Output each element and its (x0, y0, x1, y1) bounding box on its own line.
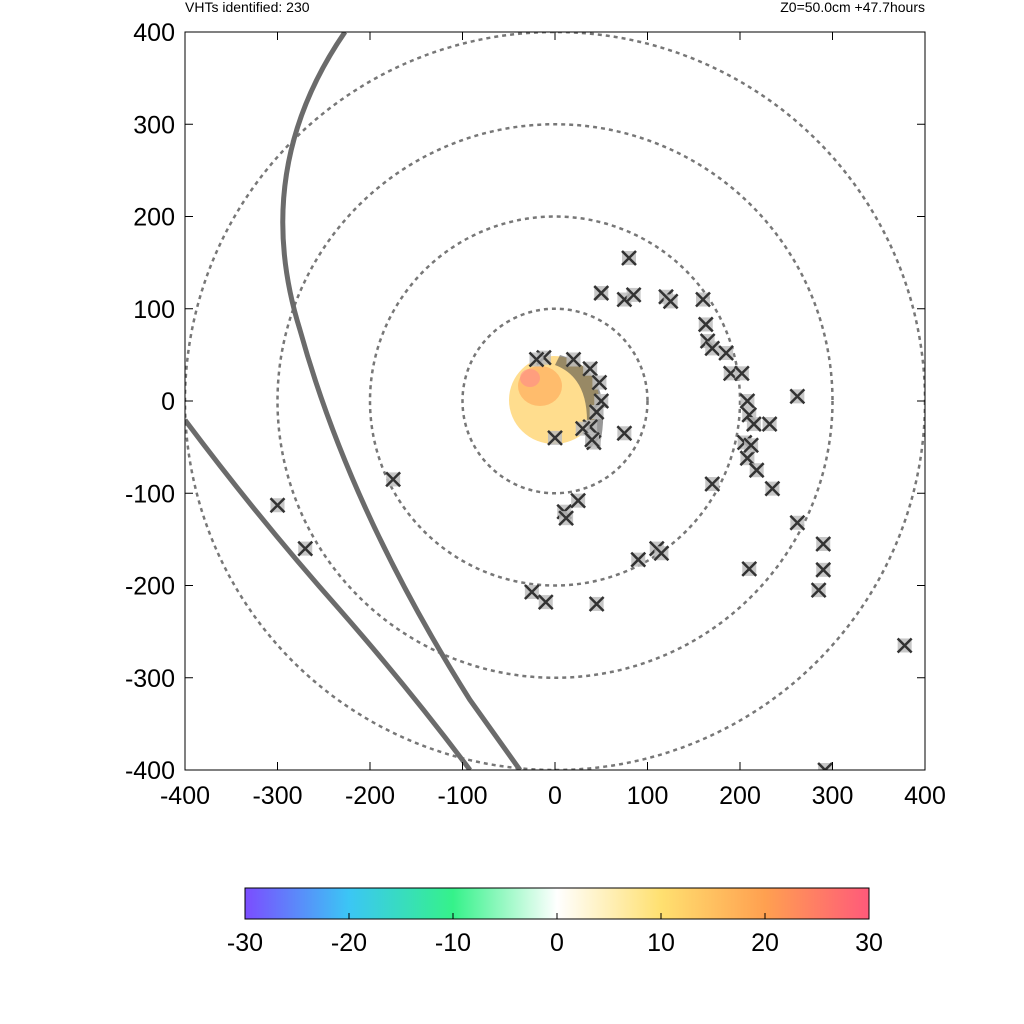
vht-marker (574, 420, 591, 437)
run-info-label: Z0=50.0cm +47.7hours (780, 0, 925, 15)
x-tick-label: 300 (812, 782, 854, 810)
plot-area (184, 31, 926, 771)
vht-marker (789, 514, 806, 531)
vht-marker (704, 476, 721, 492)
colorbar-tick-label: -20 (331, 929, 367, 957)
vht-marker (662, 293, 679, 310)
vht-marker (584, 431, 600, 448)
vht-marker (523, 584, 540, 600)
eye-core-pink (520, 369, 540, 387)
vht-marker (704, 340, 721, 357)
vht-marker (630, 551, 647, 568)
y-tick-label: -400 (125, 757, 175, 785)
vht-marker (593, 285, 610, 301)
track-line-southwest (185, 418, 472, 770)
x-tick-label: 100 (627, 782, 669, 810)
vht-marker (537, 594, 554, 610)
y-tick-label: 0 (161, 388, 175, 416)
range-ring-200 (368, 215, 742, 587)
x-tick-label: 200 (719, 782, 761, 810)
colorbar-ticks: -30 -20 -10 0 10 20 30 (227, 913, 883, 957)
vht-marker (616, 425, 633, 442)
x-tick-label: -300 (252, 782, 302, 810)
vht-marker (565, 351, 582, 368)
storm-tracks (185, 32, 523, 770)
vht-marker (764, 480, 781, 497)
x-tick-label: -200 (345, 782, 395, 810)
vht-marker (743, 437, 759, 454)
vht-marker (625, 287, 642, 303)
vht-marker (570, 492, 587, 509)
vht-marker (739, 393, 756, 409)
x-tick-label: -400 (160, 782, 210, 810)
vht-marker (558, 510, 574, 527)
vht-marker (896, 637, 913, 654)
vht-marker (718, 345, 735, 361)
x-tick-label: -100 (437, 782, 487, 810)
track-line-north (280, 32, 523, 770)
vht-marker (789, 388, 806, 405)
vht-marker (588, 596, 605, 612)
y-tick-label: 100 (133, 296, 175, 324)
vht-marker (547, 430, 563, 446)
vht-marker (741, 561, 758, 577)
range-ring-300 (276, 123, 834, 679)
colorbar-tick-label: -10 (435, 929, 471, 957)
colorbar-tick-label: 0 (550, 929, 564, 957)
vht-count-label: VHTs identified: 230 (185, 0, 310, 15)
x-tick-label: 400 (904, 782, 946, 810)
range-rings (185, 32, 925, 770)
vht-marker (588, 404, 605, 420)
y-tick-label: 400 (133, 19, 175, 47)
vht-marker (817, 762, 833, 770)
colorbar-tick-label: 20 (751, 929, 779, 957)
y-tick-label: 300 (133, 111, 175, 139)
vht-marker (653, 545, 670, 562)
vht-marker (761, 416, 778, 432)
vht-marker (591, 374, 608, 391)
vht-marker (695, 291, 711, 308)
y-tick-label: -300 (125, 665, 175, 693)
x-axis: -400 -300 -200 -100 0 100 200 300 400 (160, 32, 946, 810)
y-tick-label: -200 (125, 573, 175, 601)
vht-marker (697, 316, 714, 333)
vht-marker (385, 471, 402, 488)
vht-marker (269, 497, 286, 514)
y-axis: 400 300 200 100 0 -100 -200 -300 -400 (125, 19, 925, 785)
vht-marker (810, 582, 827, 598)
colorbar-tick-label: 10 (647, 929, 675, 957)
vht-marker (733, 365, 750, 382)
y-tick-label: -100 (125, 480, 175, 508)
vht-marker (745, 416, 762, 432)
vht-marker (815, 561, 832, 578)
colorbar: -30 -20 -10 0 10 20 30 (227, 887, 883, 957)
colorbar-tick-label: 30 (855, 929, 883, 957)
y-tick-label: 200 (133, 204, 175, 232)
vht-marker (815, 536, 832, 552)
vht-marker (528, 351, 545, 368)
range-ring-100 (461, 307, 649, 495)
colorbar-tick-label: -30 (227, 929, 263, 957)
vht-markers (269, 250, 913, 770)
x-tick-label: 0 (548, 782, 562, 810)
vht-marker (621, 250, 637, 266)
vht-marker (297, 540, 314, 557)
vht-marker (739, 450, 756, 467)
vht-marker (748, 462, 765, 479)
vht-marker (582, 360, 599, 377)
